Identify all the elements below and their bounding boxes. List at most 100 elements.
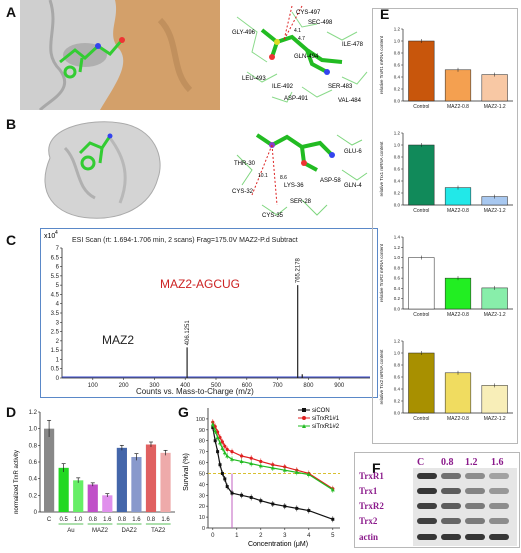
e-ytick-label: 0.6 [394,63,401,68]
e-ytick-label: 1.2 [394,245,401,250]
e-xtick-label: MAZ2-0.8 [447,208,469,214]
e-ytick-label: 0.6 [394,375,401,380]
e-bar [481,287,508,310]
survival-chart: Survival (%) Concentration (μM) 01020304… [183,408,340,548]
e-ytick-label: 0.2 [394,399,401,404]
e-xtick-label: Control [413,416,429,422]
d-xtick-label: 1.6 [132,517,141,523]
e-bar [444,69,472,102]
d-group-label: Au [67,528,74,534]
g-ytick-label: 20 [199,504,205,510]
ms-ytick-label: 4.5 [51,292,60,298]
ms-xtick-label: 700 [273,383,284,389]
e-ytick-label: 0.2 [394,296,401,301]
e-ytick-label: 0.0 [394,307,401,312]
g-ytick-label: 30 [199,493,205,499]
d-ytick-label: 0.2 [29,493,38,499]
panel-label-c: C [6,232,17,248]
e-bar [481,385,508,414]
e-bar [408,40,435,102]
e-bar [408,352,435,414]
e-ytick-label: 0.8 [394,265,401,270]
d-group-label: MAZ2 [92,528,109,534]
g-xtick-label: 2 [259,533,263,539]
e-ytick-label: 0.4 [394,179,401,184]
e-bar [444,187,472,206]
ms-multiplier-exp: 4 [55,230,58,236]
ms-peak-mz-1: 406.1251 [185,320,191,346]
blot-row-label: Trx2 [359,516,378,526]
residue-label: LEU-493 [242,76,266,82]
e-ylabel: relative Trx2 mRNA content [379,349,384,405]
blot-rows: TrxR1 Trx1 TrxR2 Trx2 actin [359,471,384,542]
e-ytick-label: 1.2 [394,131,401,136]
ms-ytick-label: 1 [56,357,60,363]
residue-label: ILE-478 [342,42,364,48]
panel-label-b: B [6,116,17,132]
d-ytick-label: 0.8 [29,443,38,449]
g-axes: 0 10 20 30 40 50 60 70 80 90 100 0 1 2 3 4 5 [196,408,340,539]
e-ytick-label: 0.8 [394,51,401,56]
panel-label-d: D [6,404,17,420]
d-xtick-label: 1.6 [161,517,170,523]
g-ytick-label: 0 [202,526,205,532]
d-xtick-label: C [47,517,52,523]
e-ytick-label: 1.0 [394,351,401,356]
residue-label: GLY-496 [232,30,256,36]
g-xtick-label: 4 [307,533,311,539]
residue-label: CYS-497 [296,10,321,16]
e-ytick-label: 0.0 [394,411,401,416]
panel-label-e: E [380,6,390,22]
d-xtick-label: 0.8 [118,517,127,523]
e-ytick-label: 0.6 [394,276,401,281]
d-ylabel: normalized TrxR activity [14,450,20,514]
g-xtick-label: 1 [235,533,239,539]
ms-peaks: 406.1251 765.2178 [62,257,370,378]
e-ytick-label: 0.0 [394,203,401,208]
blot-row-label: TrxR1 [359,471,384,481]
western-blot: C 0.8 1.2 1.6 TrxR1 Trx1 TrxR2 Trx2 acti… [359,457,517,546]
g-series-line [212,421,334,490]
d-ytick-label: 0 [34,510,38,516]
e-ytick-label: 0.8 [394,363,401,368]
d-bar [116,447,127,512]
d-group-label: DAZ2 [121,528,137,534]
ms-xtick-label: 200 [119,383,130,389]
e-ytick-label: 1.0 [394,143,401,148]
panel-label-f: F [372,460,381,476]
e-ylabel: relative TrxR2 mRNA content [379,243,384,302]
g-series-line [212,424,334,491]
d-ytick-label: 1.2 [29,410,38,416]
binding-site-a: CYS-497 SEC-498 GLY-496 ILE-478 GLN-494 … [232,5,368,104]
ms-ytick-label: 1.5 [51,348,60,354]
residue-label: ILE-492 [272,84,294,90]
g-xlabel: Concentration (μM) [248,541,308,548]
d-bar [160,452,171,512]
trxr-activity-chart: normalized TrxR activity 0 0.2 0.4 0.6 0.8 1.… [14,410,175,534]
blot-bands [417,473,509,540]
panel-label-g: G [178,404,189,420]
residue-label: VAL-484 [338,98,362,104]
d-bar [58,467,69,512]
panel-label-a: A [6,4,17,20]
residue-label: GLN-494 [294,54,319,60]
g-legend: siCON siTrxR1#1 siTrxR1#2 [298,408,340,430]
d-axes: 0 0.2 0.4 0.6 0.8 1.0 1.2 [29,410,175,516]
g-lines [208,419,340,528]
residue-label: LYS-36 [284,183,304,189]
mass-spectrum-chart: x10 4 ESI Scan (rt: 1.694-1.706 min, 2 s… [40,228,378,398]
e-ylabel: relative TrxR1 mRNA content [379,35,384,94]
g-ytick-label: 70 [199,450,205,456]
e-bar [481,74,508,102]
g-ytick-label: 60 [199,461,205,467]
d-bars: C 0.5 1.0 0.8 1.6 0.8 1.6 0.8 1.6 Au MAZ2 DAZ2 TAZ2 [44,419,171,534]
ligand-b [78,135,112,171]
e-xtick-label: MAZ2-0.8 [447,416,469,422]
e-subchart: 0.0 0.2 0.4 0.6 0.8 1.0 1.2 1.4 relative TrxR2 m… [379,235,513,318]
residue-label: SEC-498 [308,20,333,26]
g-legend-item: siCON [312,408,330,414]
blot-row-label: actin [359,532,378,542]
d-bar [87,484,98,512]
d-xtick-label: 0.8 [147,517,156,523]
ms-xtick-label: 400 [180,383,191,389]
